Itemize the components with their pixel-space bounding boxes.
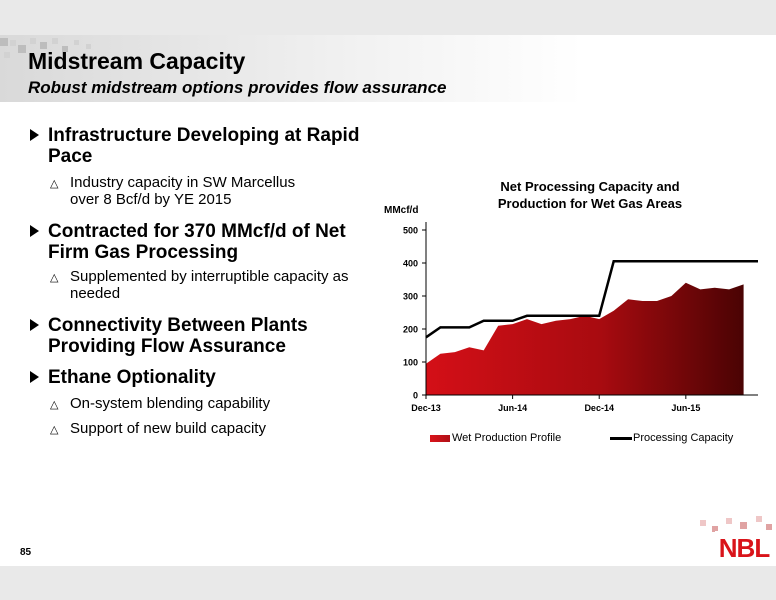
capacity-line	[425, 260, 758, 339]
x-tick-label: Jun-14	[498, 403, 527, 413]
nbl-logo: NBL	[715, 531, 773, 563]
legend-swatch-capacity	[610, 437, 632, 440]
y-tick-label: 0	[413, 391, 418, 401]
sub-bullet-icon: △	[50, 178, 59, 190]
bullet-arrow-icon	[30, 129, 39, 141]
sub-bullet-2-1: Supplemented by interruptible capacity a…	[70, 268, 349, 302]
page-number: 85	[20, 547, 32, 558]
legend-label-capacity: Processing Capacity	[633, 432, 734, 444]
y-tick-label: 100	[403, 358, 418, 368]
sub-bullet-icon: △	[50, 272, 59, 284]
production-area	[426, 282, 744, 395]
legend-swatch-production	[430, 435, 450, 442]
logo-text: NBL	[719, 533, 771, 563]
x-tick-label: Dec-14	[584, 403, 614, 413]
bullet-3: Connectivity Between Plants Providing Fl…	[48, 315, 308, 357]
bullet-2: Contracted for 370 MMcf/d of Net Firm Ga…	[48, 221, 346, 263]
sub-bullet-1-1: Industry capacity in SW Marcellus over 8…	[70, 174, 296, 208]
chart-y-axis-label: MMcf/d	[384, 205, 419, 216]
x-tick-label: Dec-13	[411, 403, 441, 413]
bottom-bar	[0, 566, 776, 600]
title-band	[0, 35, 776, 102]
y-tick-label: 300	[403, 292, 418, 302]
y-tick-label: 400	[403, 259, 418, 269]
sub-bullet-icon: △	[50, 424, 59, 436]
top-bar	[0, 0, 776, 35]
sub-bullet-icon: △	[50, 399, 59, 411]
bullet-4: Ethane Optionality	[48, 367, 216, 388]
page-title: Midstream Capacity	[28, 48, 246, 74]
bullet-arrow-icon	[30, 371, 39, 383]
sub-bullet-4-1: On-system blending capability	[70, 395, 271, 412]
legend-label-production: Wet Production Profile	[452, 432, 562, 444]
y-tick-label: 500	[403, 226, 418, 236]
y-tick-label: 200	[403, 325, 418, 335]
chart-title: Net Processing Capacity and Production f…	[497, 179, 683, 211]
bullet-1: Infrastructure Developing at Rapid Pace	[48, 125, 360, 167]
sub-bullet-4-2: Support of new build capacity	[70, 420, 266, 437]
bullet-arrow-icon	[30, 319, 39, 331]
x-tick-label: Jun-15	[671, 403, 700, 413]
chart-svg: 0 100 200 300 400 500 Dec-13 Jun-14 Dec-14 Jun-15	[403, 222, 758, 413]
page-subtitle: Robust midstream options provides flow a…	[28, 78, 447, 97]
bullet-arrow-icon	[30, 225, 39, 237]
